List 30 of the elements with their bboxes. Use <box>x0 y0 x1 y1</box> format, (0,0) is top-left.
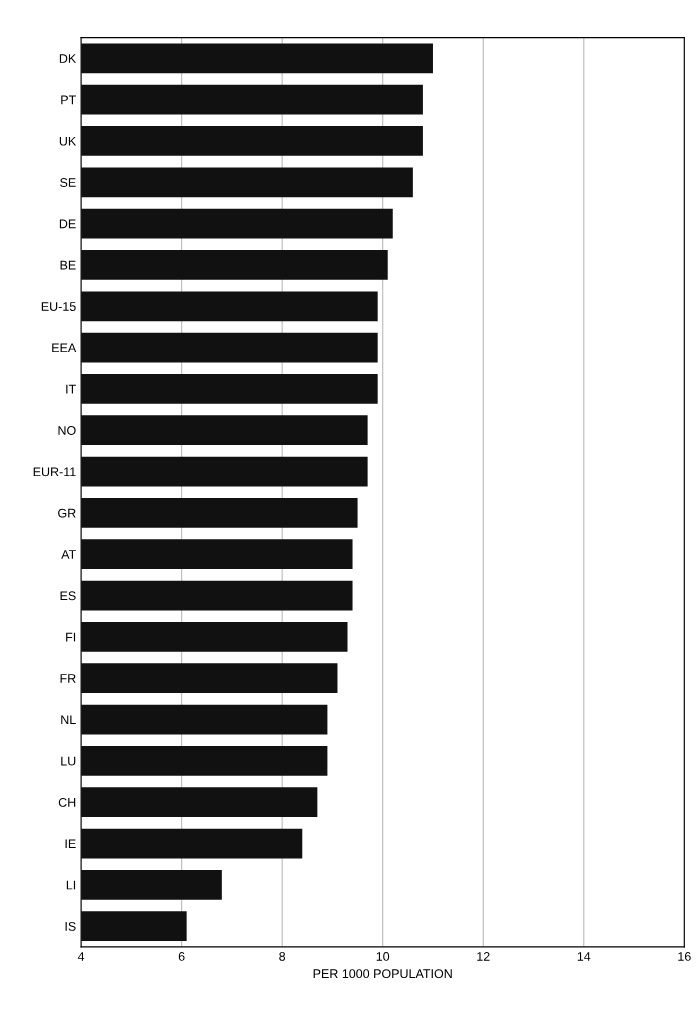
y-tick-label: LI <box>66 880 76 890</box>
x-axis-title: PER 1000 POPULATION <box>313 969 452 979</box>
y-tick-label: IS <box>65 921 76 931</box>
x-tick-label: 14 <box>577 952 591 961</box>
y-tick-label: SE <box>60 178 76 187</box>
y-tick-label: GR <box>58 508 76 518</box>
y-tick-label: NO <box>58 426 76 435</box>
y-tick-label: CH <box>58 797 76 807</box>
y-tick-label: UK <box>59 136 77 146</box>
x-tick-label: 6 <box>178 952 185 961</box>
x-tick-label: 4 <box>77 952 85 961</box>
x-tick-label: 12 <box>477 952 490 961</box>
y-tick-label: LU <box>61 756 76 766</box>
y-tick-label: DK <box>59 54 77 63</box>
y-tick-label: BE <box>60 260 76 270</box>
y-tick-label: PT <box>61 95 76 105</box>
y-tick-label: EUR-11 <box>33 467 76 477</box>
x-tick-label: 16 <box>678 952 691 961</box>
y-tick-label: IT <box>66 384 76 394</box>
y-tick-label: FR <box>60 674 76 683</box>
y-tick-label: EU-15 <box>41 302 76 311</box>
y-tick-label: DE <box>59 219 76 229</box>
y-tick-label: EEA <box>52 343 77 353</box>
x-tick-label: 8 <box>279 952 286 961</box>
y-tick-label: AT <box>61 550 76 559</box>
x-tick-label: 10 <box>376 952 390 961</box>
y-tick-label: FI <box>66 632 76 642</box>
y-tick-label: NL <box>61 715 76 725</box>
y-tick-label: IE <box>65 839 76 849</box>
y-tick-label: ES <box>60 591 76 601</box>
